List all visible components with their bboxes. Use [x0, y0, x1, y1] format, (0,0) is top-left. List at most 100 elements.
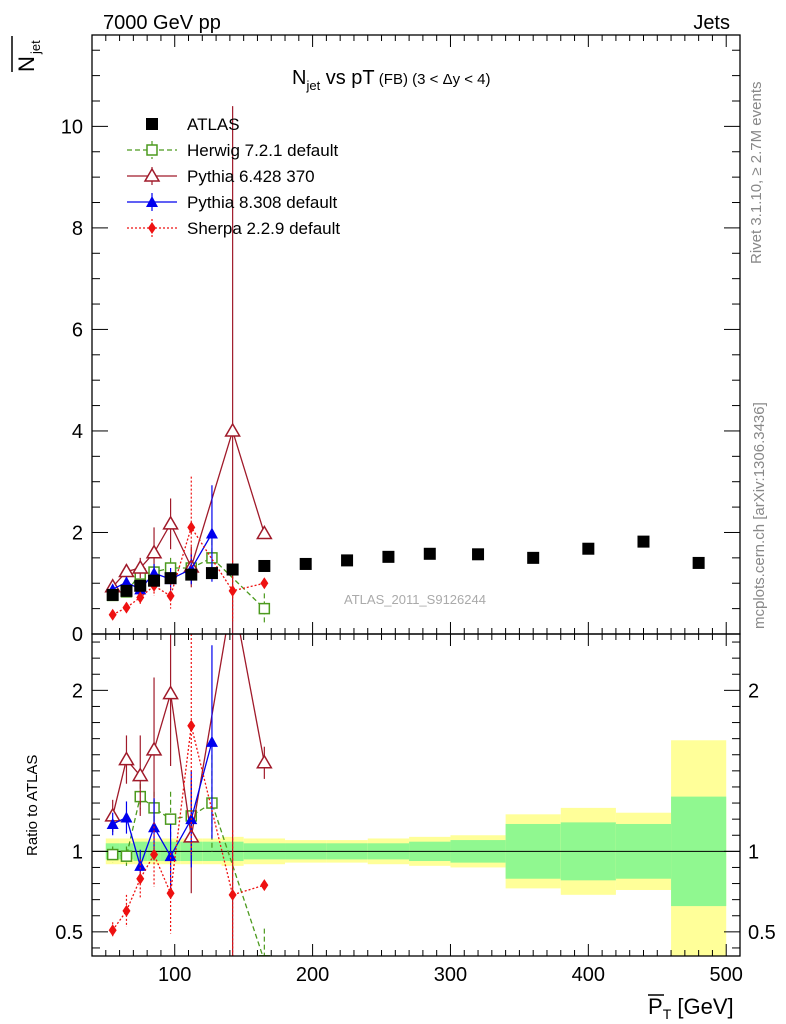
point-sherpa: [260, 577, 269, 590]
ratio-uncertainty-bands: [92, 740, 740, 956]
ratio-point-pythia6: [131, 767, 149, 782]
ratio-point-sherpa: [122, 904, 131, 917]
point-pythia6: [224, 422, 241, 437]
ratio-point-pythia8: [164, 850, 177, 862]
point-atlas: [692, 556, 705, 569]
legend-label: Pythia 6.428 370: [187, 167, 315, 186]
point-sherpa: [122, 601, 131, 614]
point-atlas: [185, 568, 198, 581]
axes: 100 200 300 400 500 0 2 4 6 8 10 0.5 0.5 1 1 2 2: [55, 34, 776, 986]
legend-entry-pythia6: Pythia 6.428 370: [127, 167, 315, 186]
x-tick-label: 100: [158, 964, 191, 986]
ratio-tick-label-left: 1: [72, 841, 83, 863]
point-sherpa: [187, 521, 196, 534]
ratio-point-pythia6: [145, 741, 163, 756]
x-axis-label: PT [GeV]: [648, 994, 734, 1022]
x-label-main: P: [648, 994, 663, 1019]
ratio-point-herwig: [258, 955, 271, 956]
point-atlas: [527, 551, 540, 564]
x-label-sub: T: [663, 1006, 672, 1022]
ratio-point-pythia6: [256, 754, 273, 769]
legend-entry-pythia8: Pythia 8.308 default: [127, 193, 338, 212]
legend-entry-sherpa: Sherpa 2.2.9 default: [127, 219, 340, 238]
analysis-watermark: ATLAS_2011_S9126244: [344, 592, 486, 607]
x-tick-label: 200: [296, 964, 329, 986]
legend-marker: [146, 118, 158, 130]
point-atlas: [382, 550, 395, 563]
series-sherpa: [108, 476, 269, 622]
point-atlas: [299, 557, 312, 570]
ratio-point-pythia8: [106, 817, 119, 829]
point-atlas: [472, 548, 485, 561]
title-main: N: [292, 67, 306, 89]
ratio-point-sherpa: [166, 887, 175, 900]
x-tick-label: 500: [710, 964, 743, 986]
point-pythia6: [145, 544, 163, 559]
point-atlas: [423, 547, 436, 560]
svg-text:Njet vs pT (FB) (3 < Δy < 4): Njet vs pT (FB) (3 < Δy < 4): [292, 67, 491, 93]
point-atlas: [148, 574, 161, 587]
y-tick-label: 8: [72, 218, 83, 240]
series-atlas: [106, 535, 705, 601]
ratio-tick-label-left: 2: [72, 680, 83, 702]
series-herwig: [106, 540, 271, 624]
ratio-point-herwig: [120, 850, 133, 862]
main-y-axis-label: N jet: [11, 36, 43, 72]
point-pythia8: [120, 576, 133, 588]
ratio-tick-label-right: 1: [748, 841, 759, 863]
legend-marker: [143, 167, 161, 182]
point-atlas: [637, 535, 650, 548]
svg-text:PT [GeV]: PT [GeV]: [648, 994, 734, 1022]
header-left: 7000 GeV pp: [103, 12, 221, 34]
y-label-main: N: [14, 56, 39, 72]
ratio-tick-label-right: 0.5: [748, 922, 776, 944]
ratio-panel: [104, 634, 273, 956]
point-sherpa: [166, 589, 175, 602]
point-atlas: [205, 567, 218, 580]
ratio-point-pythia6: [162, 685, 179, 700]
header-right: Jets: [693, 12, 730, 34]
point-atlas: [134, 579, 147, 592]
point-atlas: [582, 542, 595, 555]
legend-label: ATLAS: [187, 115, 240, 134]
point-pythia6: [162, 515, 179, 530]
point-sherpa: [228, 584, 237, 597]
y-tick-label: 4: [72, 421, 83, 443]
legend-entry-atlas: ATLAS: [146, 115, 240, 134]
ratio-series-pythia6: [104, 634, 273, 956]
point-sherpa: [136, 591, 145, 604]
y-tick-label: 2: [72, 522, 83, 544]
x-tick-label: 400: [572, 964, 605, 986]
point-atlas: [106, 588, 119, 601]
ratio-point-pythia8: [120, 811, 133, 823]
point-pythia6: [256, 525, 273, 540]
ratio-point-sherpa: [150, 848, 159, 861]
legend-label: Herwig 7.2.1 default: [187, 141, 338, 160]
ratio-point-pythia8: [205, 735, 218, 747]
ratio-point-sherpa: [108, 924, 117, 937]
ratio-point-sherpa: [187, 719, 196, 732]
ratio-point-sherpa: [136, 872, 145, 885]
point-atlas: [226, 563, 239, 576]
ratio-point-pythia6: [118, 751, 135, 766]
y-label-sub: jet: [28, 40, 43, 55]
legend-marker: [148, 222, 156, 234]
title-sub: jet: [305, 78, 320, 93]
ratio-tick-label-right: 2: [748, 680, 759, 702]
title-rest: vs pT: [320, 67, 374, 89]
series-line-sherpa: [112, 525, 265, 616]
ratio-series-sherpa: [108, 634, 269, 956]
series-pythia8: [106, 485, 218, 595]
legend: ATLAS Herwig 7.2.1 default Pythia 6.428 37…: [127, 115, 340, 238]
ratio-tick-label-left: 0.5: [55, 922, 83, 944]
ratio-line-sherpa: [112, 725, 265, 931]
point-pythia6: [131, 559, 149, 574]
legend-label: Sherpa 2.2.9 default: [187, 219, 340, 238]
main-panel: [104, 106, 705, 634]
point-herwig: [258, 602, 271, 615]
ratio-frame: [91, 633, 741, 957]
title-small: (FB) (3 < Δy < 4): [375, 71, 491, 88]
ratio-point-sherpa: [260, 879, 269, 892]
y-tick-label: 10: [61, 116, 83, 138]
point-pythia8: [205, 527, 218, 539]
